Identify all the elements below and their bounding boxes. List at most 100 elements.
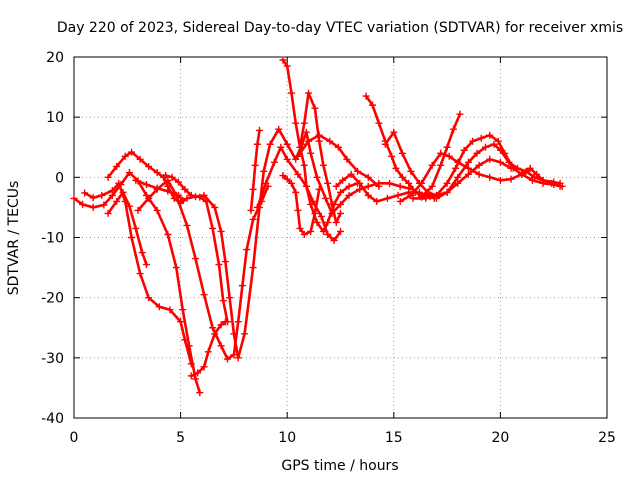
y-axis-label: SDTVAR / TECUs	[6, 181, 22, 296]
data-point	[356, 185, 364, 193]
x-tick-label: 5	[176, 430, 185, 446]
data-point	[243, 246, 251, 254]
data-point	[249, 185, 257, 193]
data-point	[526, 164, 534, 172]
data-point	[300, 161, 308, 169]
data-point	[324, 230, 332, 238]
data-point	[494, 137, 502, 145]
data-point	[496, 158, 504, 166]
series-trace	[420, 112, 462, 199]
data-point	[202, 197, 210, 205]
data-point	[283, 62, 291, 70]
data-point	[125, 202, 133, 210]
data-point	[279, 56, 287, 64]
data-point	[496, 176, 504, 184]
y-tick-label: 0	[55, 170, 64, 186]
data-point	[473, 149, 481, 157]
data-point	[89, 194, 97, 202]
data-point	[192, 375, 200, 383]
data-point	[339, 176, 347, 184]
data-point	[108, 187, 116, 195]
data-point	[454, 179, 462, 187]
series-sat-t	[418, 110, 464, 201]
data-point	[326, 137, 334, 145]
data-point	[390, 128, 398, 136]
data-point	[168, 173, 176, 181]
data-point	[292, 119, 300, 127]
data-point	[153, 169, 161, 177]
data-point	[334, 143, 342, 151]
data-point	[234, 318, 242, 326]
data-point	[253, 203, 261, 211]
data-point	[356, 179, 364, 187]
data-point	[364, 182, 372, 190]
data-point	[174, 178, 182, 186]
data-point	[296, 143, 304, 151]
data-point	[337, 209, 344, 217]
data-point	[443, 188, 451, 196]
data-point	[313, 173, 321, 181]
data-point	[296, 224, 304, 232]
y-tick-label: 10	[46, 110, 64, 126]
data-point	[174, 191, 182, 199]
data-point	[155, 303, 163, 311]
series-trace	[281, 174, 321, 236]
data-point	[217, 227, 225, 235]
data-point	[319, 161, 327, 169]
series-sat-b	[81, 179, 195, 368]
series-trace	[296, 133, 381, 188]
data-point	[556, 179, 564, 187]
data-point	[260, 167, 268, 175]
data-point	[266, 140, 274, 148]
data-point	[490, 140, 498, 148]
data-point	[211, 330, 219, 338]
data-point	[428, 161, 436, 169]
series-trace	[383, 130, 513, 197]
data-point	[200, 191, 208, 199]
data-point	[398, 173, 406, 181]
data-point	[347, 170, 355, 178]
data-point	[287, 179, 295, 187]
data-point	[324, 179, 332, 187]
series-trace	[83, 182, 193, 366]
series-trace	[298, 91, 342, 224]
series-trace	[249, 129, 261, 212]
data-point	[113, 197, 121, 205]
data-point	[294, 206, 302, 214]
y-tick-label: -10	[41, 231, 64, 247]
data-point	[162, 172, 170, 180]
data-point	[249, 215, 257, 223]
data-series	[70, 56, 566, 397]
x-tick-label: 0	[70, 430, 79, 446]
data-point	[464, 170, 472, 178]
data-point	[386, 179, 394, 187]
data-point	[128, 234, 136, 241]
data-point	[287, 89, 295, 97]
data-point	[392, 164, 400, 172]
data-point	[153, 184, 161, 192]
data-point	[128, 148, 136, 156]
data-point	[302, 128, 310, 136]
data-point	[373, 197, 381, 205]
data-point	[307, 200, 315, 208]
data-point	[181, 185, 189, 193]
series-trace	[256, 146, 342, 242]
data-point	[283, 140, 291, 148]
series-sat-s	[409, 131, 566, 202]
data-point	[313, 218, 321, 226]
series-trace	[411, 133, 564, 200]
data-point	[388, 152, 396, 160]
series-trace	[106, 127, 423, 360]
data-point	[138, 249, 146, 257]
data-point	[496, 146, 504, 154]
data-point	[460, 146, 468, 154]
data-point	[475, 170, 483, 178]
chart-title: Day 220 of 2023, Sidereal Day-to-day VTE…	[57, 20, 623, 36]
data-point	[305, 89, 313, 97]
data-point	[226, 294, 234, 302]
data-point	[383, 194, 391, 202]
data-point	[121, 152, 129, 160]
series-sat-g	[162, 172, 232, 326]
series-trace	[106, 191, 148, 266]
